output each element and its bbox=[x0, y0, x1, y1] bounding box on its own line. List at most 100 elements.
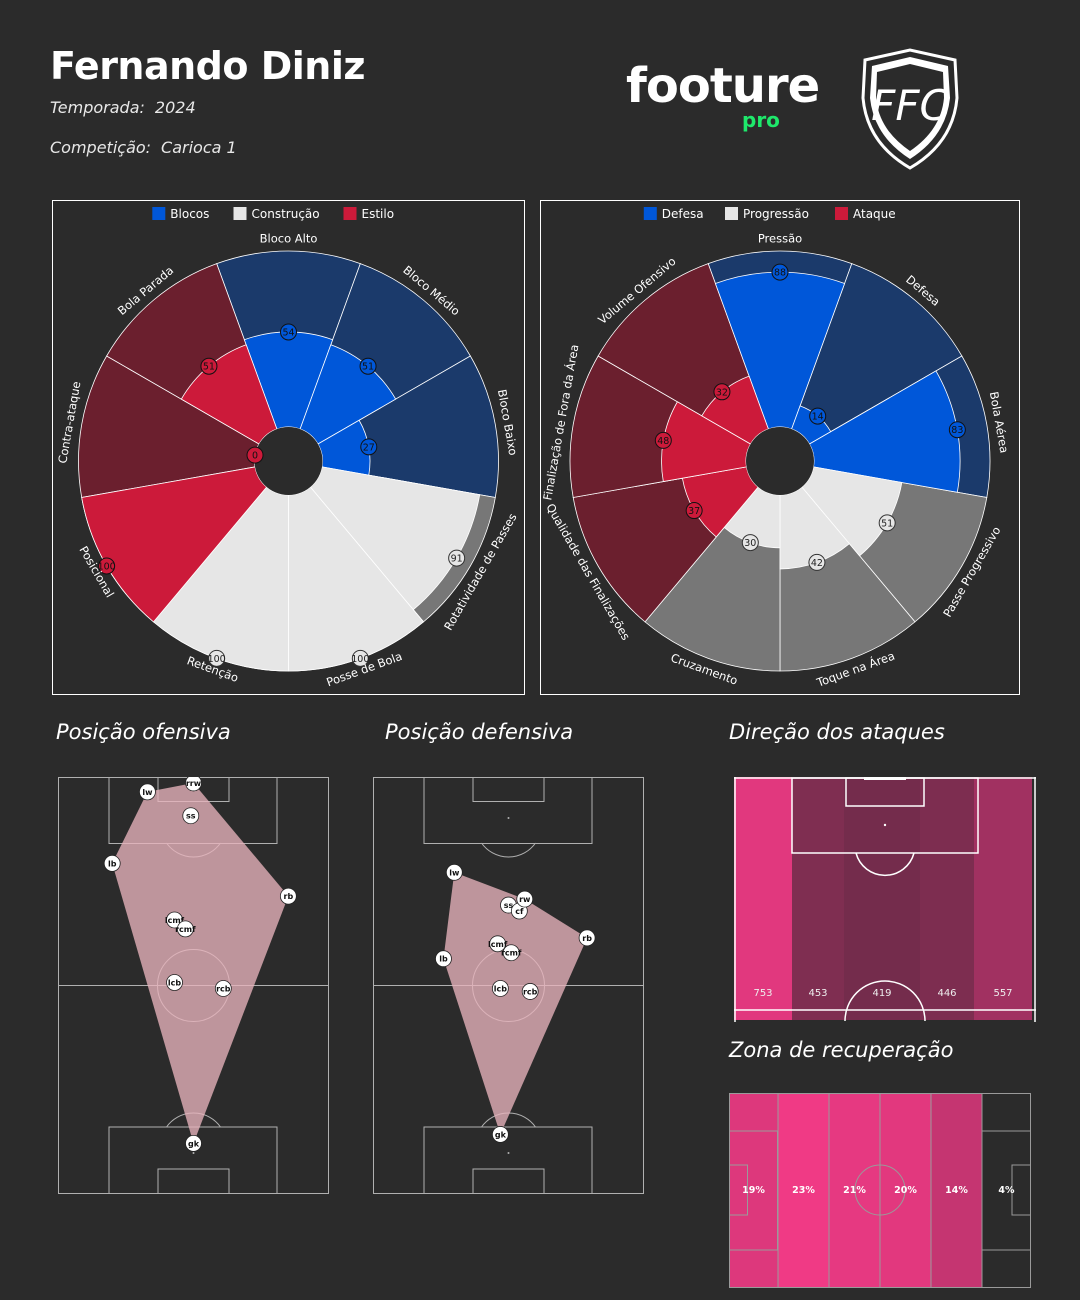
category-label-bloco-baixo: Bloco Baixo bbox=[495, 388, 520, 456]
value-label-bola-parada: 51 bbox=[203, 362, 215, 373]
top-penalty-box bbox=[423, 777, 593, 844]
category-label-bloco-alto: Bloco Alto bbox=[260, 232, 318, 246]
player-marker-lcmf bbox=[489, 935, 507, 953]
player-marker-lcb bbox=[491, 980, 509, 997]
player-marker-lw bbox=[445, 863, 463, 881]
value-label-toque-na-area: 42 bbox=[811, 558, 823, 569]
player-label-rb: rb bbox=[284, 892, 294, 901]
competition-line: Competição: Carioca 1 bbox=[50, 138, 237, 157]
value-badge-bloco-baixo bbox=[360, 438, 378, 456]
defensive-position-title: Posição defensiva bbox=[385, 720, 574, 744]
value-badge-bola-parada bbox=[200, 357, 218, 375]
value-badge-qualidade-das-finalizacoes bbox=[685, 502, 703, 520]
recovery-zone-z5 bbox=[931, 1093, 982, 1288]
player-label-rw: rw bbox=[519, 895, 531, 904]
value-label-contra-ataque: 0 bbox=[252, 451, 258, 462]
attack-zone-value-left-center: 453 bbox=[808, 988, 827, 999]
value-label-finalizacao-de-fora-da-area: 48 bbox=[657, 436, 669, 447]
value-badge-passe-progressivo bbox=[878, 514, 896, 532]
attack-zone-right bbox=[974, 777, 1032, 1020]
value-badge-retencao bbox=[208, 649, 226, 667]
attack-zone-left bbox=[734, 777, 792, 1020]
attack-zone-value-right: 557 bbox=[993, 988, 1012, 999]
recovery-zone-label-z1: 19% bbox=[742, 1185, 765, 1196]
player-label-lw: lw bbox=[449, 868, 460, 877]
season-value: 2024 bbox=[154, 98, 196, 117]
player-marker-gk bbox=[185, 1134, 202, 1152]
value-badge-volume-ofensivo bbox=[713, 383, 731, 401]
player-label-lcb: lcb bbox=[168, 979, 181, 988]
legend-label-blocos: Blocos bbox=[170, 207, 209, 221]
value-label-bloco-alto: 54 bbox=[282, 327, 294, 338]
six-yard-box bbox=[845, 777, 925, 807]
brand-logo-sub: pro bbox=[742, 108, 780, 132]
value-badge-cruzamento bbox=[741, 534, 759, 552]
attack-direction-title: Direção dos ataques bbox=[729, 720, 945, 744]
player-marker-rcmf bbox=[176, 920, 194, 938]
radar-bar-retencao bbox=[152, 486, 289, 672]
legend-swatch-blocos bbox=[152, 207, 166, 220]
value-label-volume-ofensivo: 32 bbox=[716, 387, 728, 398]
player-label-ss: ss bbox=[186, 812, 196, 821]
player-label-rcb: rcb bbox=[216, 984, 231, 993]
season-label: Temporada: bbox=[50, 98, 145, 117]
value-label-passe-progressivo: 51 bbox=[881, 518, 893, 529]
recovery-zone-z4 bbox=[880, 1093, 931, 1288]
right-six-yard-box bbox=[1011, 1164, 1031, 1216]
center-circle bbox=[854, 1164, 906, 1216]
player-marker-lw bbox=[139, 783, 156, 801]
recovery-zone-label-z4: 20% bbox=[894, 1185, 917, 1196]
top-six-yard-box bbox=[472, 777, 545, 802]
brand-logo: footure bbox=[626, 58, 820, 114]
attack-zone-value-center: 419 bbox=[872, 988, 891, 999]
attack-direction-chart: 753 453 419 446 557 bbox=[734, 777, 1036, 1022]
player-label-lb: lb bbox=[439, 955, 448, 964]
radar-center bbox=[746, 427, 814, 495]
recovery-zone-label-z3: 21% bbox=[843, 1185, 866, 1196]
player-label-rcmf: rcmf bbox=[175, 925, 196, 934]
value-badge-finalizacao-de-fora-da-area bbox=[654, 431, 672, 449]
recovery-zone-label-z2: 23% bbox=[792, 1185, 815, 1196]
player-label-lw: lw bbox=[142, 788, 153, 797]
legend-label-estilo: Estilo bbox=[362, 207, 395, 221]
player-marker-rcb bbox=[214, 980, 232, 997]
attack-zone-value-left: 753 bbox=[753, 988, 772, 999]
value-badge-posicional bbox=[98, 557, 116, 575]
bottom-six-yard-box bbox=[472, 1168, 545, 1194]
radar-bar-posse-de-bola bbox=[288, 486, 425, 672]
value-label-defesa: 14 bbox=[812, 412, 824, 423]
bottom-penalty-spot bbox=[192, 1152, 195, 1154]
recovery-zone-label-z5: 14% bbox=[945, 1185, 968, 1196]
attack-zone-center bbox=[844, 777, 920, 1020]
left-six-yard-box bbox=[729, 1164, 748, 1216]
value-label-cruzamento: 30 bbox=[744, 538, 756, 549]
recovery-zone-z6 bbox=[982, 1093, 1031, 1288]
player-label-gk: gk bbox=[188, 1139, 200, 1148]
radar-chart-performance: Defesa Progressão Ataque88Pressão14Defesa8… bbox=[540, 200, 1020, 695]
value-label-bloco-medio: 51 bbox=[362, 362, 374, 373]
value-label-qualidade-das-finalizacoes: 37 bbox=[688, 506, 700, 517]
radar-frame bbox=[540, 200, 1020, 695]
radar-chart-style: Blocos Construção Estilo 54 Bloco Alto 51 Bloc… bbox=[52, 200, 525, 695]
player-label-lb: lb bbox=[108, 859, 117, 868]
penalty-spot bbox=[883, 823, 887, 827]
recovery-zone-z2 bbox=[778, 1093, 829, 1288]
value-label-posse-de-bola: 100 bbox=[351, 654, 369, 665]
penalty-arc bbox=[855, 852, 915, 877]
value-label-posicional: 100 bbox=[98, 562, 116, 573]
category-label-bola-aerea: Bola Aérea bbox=[987, 391, 1012, 455]
value-badge-posse-de-bola bbox=[351, 649, 369, 667]
attack-zone-left-center bbox=[792, 777, 844, 1020]
player-marker-ss bbox=[182, 807, 200, 825]
legend-label-defesa: Defesa bbox=[662, 207, 704, 221]
category-label-pressao: Pressão bbox=[758, 232, 802, 246]
club-crest-icon: FFC bbox=[861, 48, 959, 170]
recovery-zone-title: Zona de recuperação bbox=[729, 1038, 954, 1062]
value-badge-bloco-medio bbox=[359, 357, 377, 375]
value-badge-bloco-alto bbox=[280, 323, 297, 341]
value-badge-contra-ataque bbox=[246, 446, 264, 464]
player-label-rrw: rrw bbox=[186, 779, 202, 788]
legend-swatch-defesa bbox=[643, 207, 657, 220]
